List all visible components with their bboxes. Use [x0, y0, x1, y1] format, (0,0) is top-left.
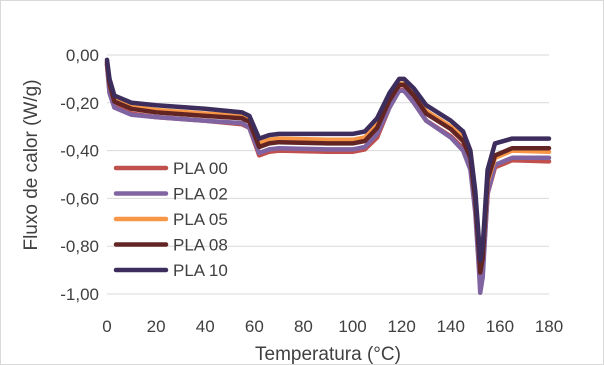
legend-label: PLA 08 [173, 236, 228, 255]
x-tick-label: 180 [535, 317, 563, 336]
y-tick-label: -0,60 [60, 189, 99, 208]
gridlines [107, 54, 549, 295]
x-tick-label: 120 [387, 317, 415, 336]
series-line-pla-10 [104, 57, 552, 263]
y-tick-label: -0,20 [60, 94, 99, 113]
x-tick-label: 20 [147, 317, 166, 336]
x-tick-label: 160 [486, 317, 514, 336]
legend: PLA 00 PLA 02 PLA 05 PLA 08 PLA 10 [113, 159, 228, 280]
series-lines [104, 57, 552, 296]
series-line-pla-08 [104, 59, 552, 275]
x-tick-label: 40 [196, 317, 215, 336]
x-axis-tick-labels: 0 20 40 60 80 100 120 140 160 180 [102, 317, 563, 336]
y-axis-tick-labels: 0,00 -0,20 -0,40 -0,60 -0,80 -1,00 [60, 46, 99, 304]
series-line-pla-02 [104, 62, 552, 296]
x-axis-title: Temperatura (°C) [255, 344, 401, 365]
legend-label: PLA 05 [173, 210, 228, 229]
y-tick-label: 0,00 [66, 46, 99, 65]
x-tick-label: 60 [245, 317, 264, 336]
legend-label: PLA 10 [173, 261, 228, 280]
legend-label: PLA 00 [173, 159, 228, 178]
y-tick-label: -0,40 [60, 142, 99, 161]
legend-label: PLA 02 [173, 185, 228, 204]
x-tick-label: 0 [102, 317, 111, 336]
x-tick-label: 100 [338, 317, 366, 336]
y-tick-label: -0,80 [60, 237, 99, 256]
y-tick-label: -1,00 [60, 285, 99, 304]
x-tick-label: 80 [294, 317, 313, 336]
y-axis-title: Fluxo de calor (W/g) [21, 79, 42, 250]
x-tick-label: 140 [437, 317, 465, 336]
